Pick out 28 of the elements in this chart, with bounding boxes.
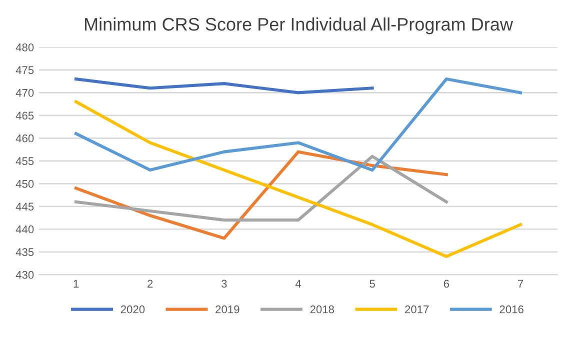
y-tick-label: 470: [16, 88, 34, 97]
chart-title: Minimum CRS Score Per Individual All-Program Draw: [85, 17, 514, 34]
legend-label: 2017: [405, 305, 429, 314]
y-tick-label: 445: [16, 202, 34, 211]
y-tick-label: 455: [16, 157, 34, 166]
line-series: [74, 77, 522, 172]
line-series: [74, 154, 448, 222]
line-series: [74, 77, 374, 94]
y-tick-label: 450: [16, 180, 34, 188]
y-tick-label: 460: [16, 134, 34, 142]
x-tick-label: 4: [295, 280, 302, 288]
x-tick-label: 2: [148, 280, 153, 288]
line-series: [74, 100, 522, 258]
y-tick-label: 430: [16, 270, 34, 279]
x-tick-label: 1: [74, 280, 79, 288]
y-tick-label: 465: [16, 112, 34, 120]
y-tick-label: 440: [16, 225, 34, 234]
x-tick-label: 3: [222, 280, 227, 288]
legend-label: 2019: [216, 305, 240, 314]
x-tick-label: 5: [370, 280, 375, 288]
x-tick-label: 7: [518, 280, 524, 288]
legend-label: 2020: [120, 305, 145, 314]
legend-label: 2016: [500, 305, 524, 314]
y-tick-label: 435: [16, 248, 34, 256]
legend-label: 2018: [310, 305, 334, 314]
y-tick-label: 480: [16, 43, 34, 52]
y-tick-label: 475: [16, 66, 34, 74]
x-tick-label: 6: [444, 280, 450, 288]
